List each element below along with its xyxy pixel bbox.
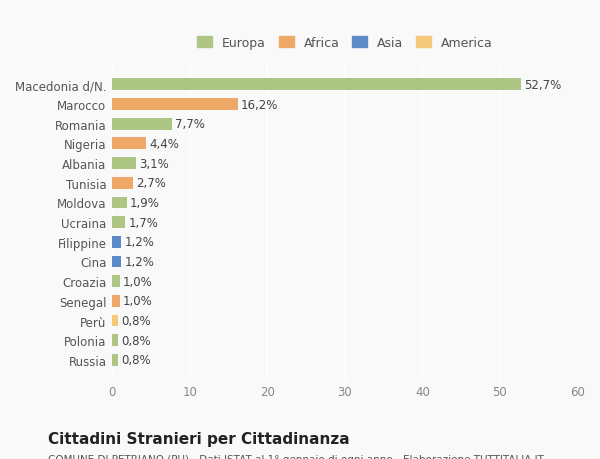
- Legend: Europa, Africa, Asia, America: Europa, Africa, Asia, America: [193, 34, 496, 54]
- Bar: [112, 236, 121, 248]
- Text: 1,0%: 1,0%: [123, 275, 152, 288]
- Text: 16,2%: 16,2%: [241, 98, 278, 111]
- Bar: [112, 217, 125, 229]
- Text: 1,2%: 1,2%: [124, 255, 154, 269]
- Bar: [112, 178, 133, 189]
- Text: 0,8%: 0,8%: [121, 334, 151, 347]
- Text: 3,1%: 3,1%: [139, 157, 169, 170]
- Text: 1,2%: 1,2%: [124, 236, 154, 249]
- Text: 1,0%: 1,0%: [123, 295, 152, 308]
- Bar: [112, 295, 120, 307]
- Bar: [112, 315, 118, 327]
- Bar: [112, 138, 146, 150]
- Text: 52,7%: 52,7%: [524, 78, 561, 92]
- Bar: [112, 79, 521, 91]
- Text: Cittadini Stranieri per Cittadinanza: Cittadini Stranieri per Cittadinanza: [48, 431, 350, 447]
- Bar: [112, 256, 121, 268]
- Text: COMUNE DI PETRIANO (PU) - Dati ISTAT al 1° gennaio di ogni anno - Elaborazione T: COMUNE DI PETRIANO (PU) - Dati ISTAT al …: [48, 454, 544, 459]
- Text: 1,9%: 1,9%: [130, 196, 160, 209]
- Bar: [112, 158, 136, 169]
- Bar: [112, 354, 118, 366]
- Bar: [112, 99, 238, 111]
- Bar: [112, 197, 127, 209]
- Bar: [112, 276, 120, 287]
- Text: 4,4%: 4,4%: [149, 138, 179, 151]
- Text: 7,7%: 7,7%: [175, 118, 205, 131]
- Text: 0,8%: 0,8%: [121, 314, 151, 327]
- Text: 0,8%: 0,8%: [121, 353, 151, 367]
- Bar: [112, 118, 172, 130]
- Text: 1,7%: 1,7%: [128, 216, 158, 229]
- Text: 2,7%: 2,7%: [136, 177, 166, 190]
- Bar: [112, 335, 118, 347]
